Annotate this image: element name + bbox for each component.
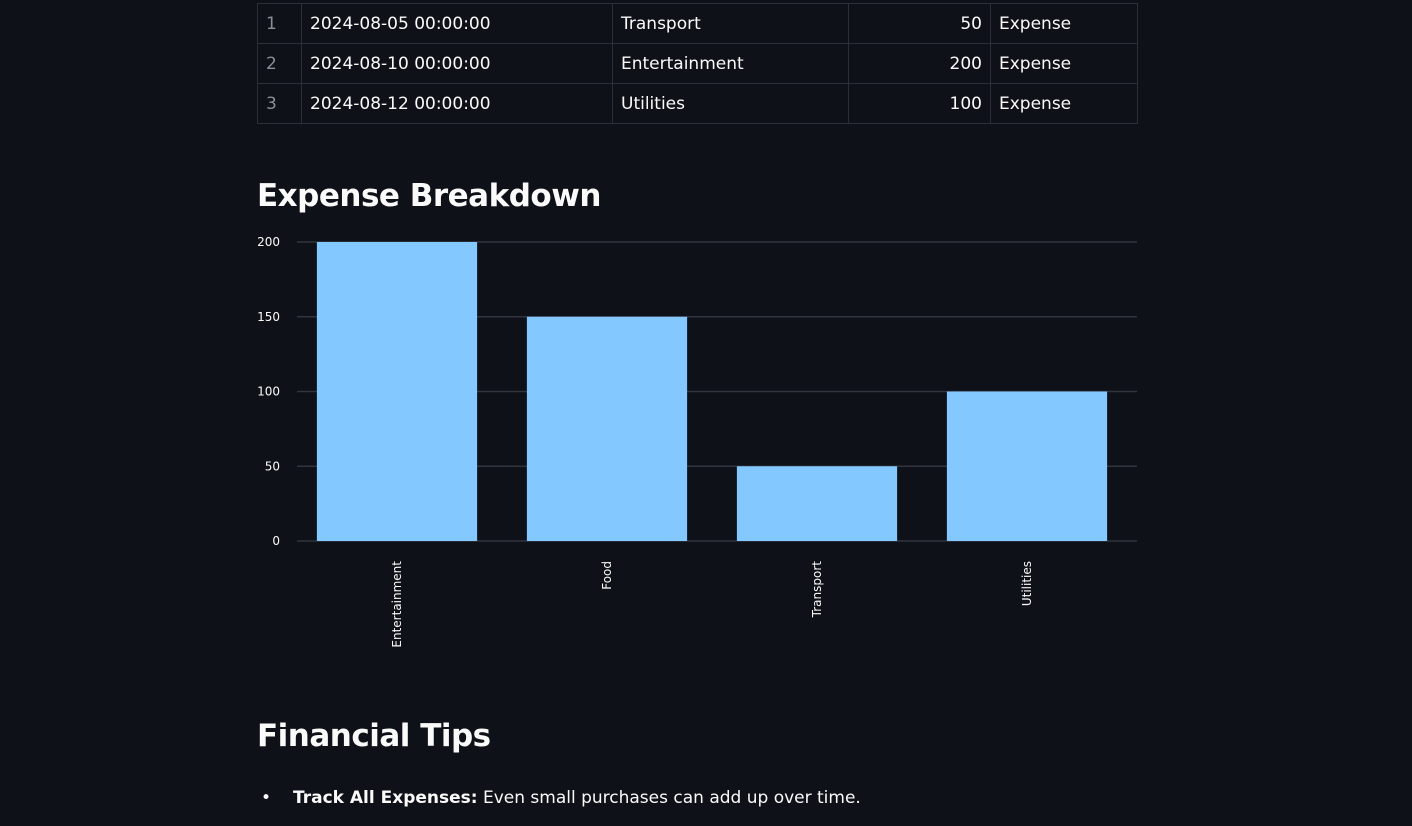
bar[interactable] — [316, 242, 478, 541]
expense-breakdown-heading: Expense Breakdown — [257, 178, 601, 214]
amount-cell[interactable]: 100 — [848, 83, 991, 124]
tips-list: • Track All Expenses: Even small purchase… — [257, 784, 861, 812]
category-cell[interactable]: Transport — [612, 3, 849, 44]
x-tick-label: Entertainment — [390, 561, 404, 648]
amount-cell[interactable]: 200 — [848, 43, 991, 84]
y-tick-label: 200 — [257, 235, 280, 249]
bullet-icon: • — [261, 788, 272, 808]
type-cell[interactable]: Expense — [990, 83, 1138, 124]
expense-bar-chart[interactable]: 0 50 100 150 200 Entertainment Food Transport Ut… — [257, 230, 1137, 670]
date-cell[interactable]: 2024-08-12 00:00:00 — [301, 83, 613, 124]
y-tick-label: 0 — [272, 534, 280, 548]
tip-text: Even small purchases can add up over tim… — [477, 788, 861, 808]
date-cell[interactable]: 2024-08-05 00:00:00 — [301, 3, 613, 44]
type-cell[interactable]: Expense — [990, 3, 1138, 44]
row-index-cell[interactable]: 3 — [257, 83, 302, 124]
date-cell[interactable]: 2024-08-10 00:00:00 — [301, 43, 613, 84]
table-row[interactable]: 2 2024-08-10 00:00:00 Entertainment 200 Expe… — [257, 43, 1138, 84]
category-cell[interactable]: Entertainment — [612, 43, 849, 84]
row-index-cell[interactable]: 1 — [257, 3, 302, 44]
bar[interactable] — [736, 466, 898, 541]
x-tick-label: Transport — [810, 561, 824, 619]
x-tick-label: Food — [600, 561, 614, 590]
table-row[interactable]: 3 2024-08-12 00:00:00 Utilities 100 Expense — [257, 83, 1138, 124]
amount-cell[interactable]: 50 — [848, 3, 991, 44]
tip-item: • Track All Expenses: Even small purchase… — [257, 784, 861, 812]
financial-tips-heading: Financial Tips — [257, 718, 491, 754]
row-index-cell[interactable]: 2 — [257, 43, 302, 84]
bar[interactable] — [526, 316, 688, 541]
tip-title: Track All Expenses: — [293, 788, 478, 808]
chart-svg: 0 50 100 150 200 Entertainment Food Transport Ut… — [257, 235, 1137, 648]
data-table: 1 2024-08-05 00:00:00 Transport 50 Expense 2 2… — [257, 3, 1138, 124]
type-cell[interactable]: Expense — [990, 43, 1138, 84]
table-row[interactable]: 1 2024-08-05 00:00:00 Transport 50 Expense — [257, 3, 1138, 44]
y-tick-label: 50 — [265, 459, 280, 473]
bar[interactable] — [946, 391, 1108, 542]
x-tick-label: Utilities — [1020, 561, 1034, 606]
y-tick-label: 150 — [257, 310, 280, 324]
y-tick-label: 100 — [257, 385, 280, 399]
category-cell[interactable]: Utilities — [612, 83, 849, 124]
